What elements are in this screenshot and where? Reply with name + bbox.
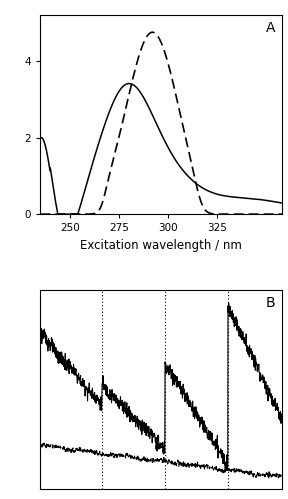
Text: B: B — [265, 296, 275, 310]
Text: A: A — [266, 21, 275, 35]
X-axis label: Excitation wavelength / nm: Excitation wavelength / nm — [80, 239, 242, 251]
